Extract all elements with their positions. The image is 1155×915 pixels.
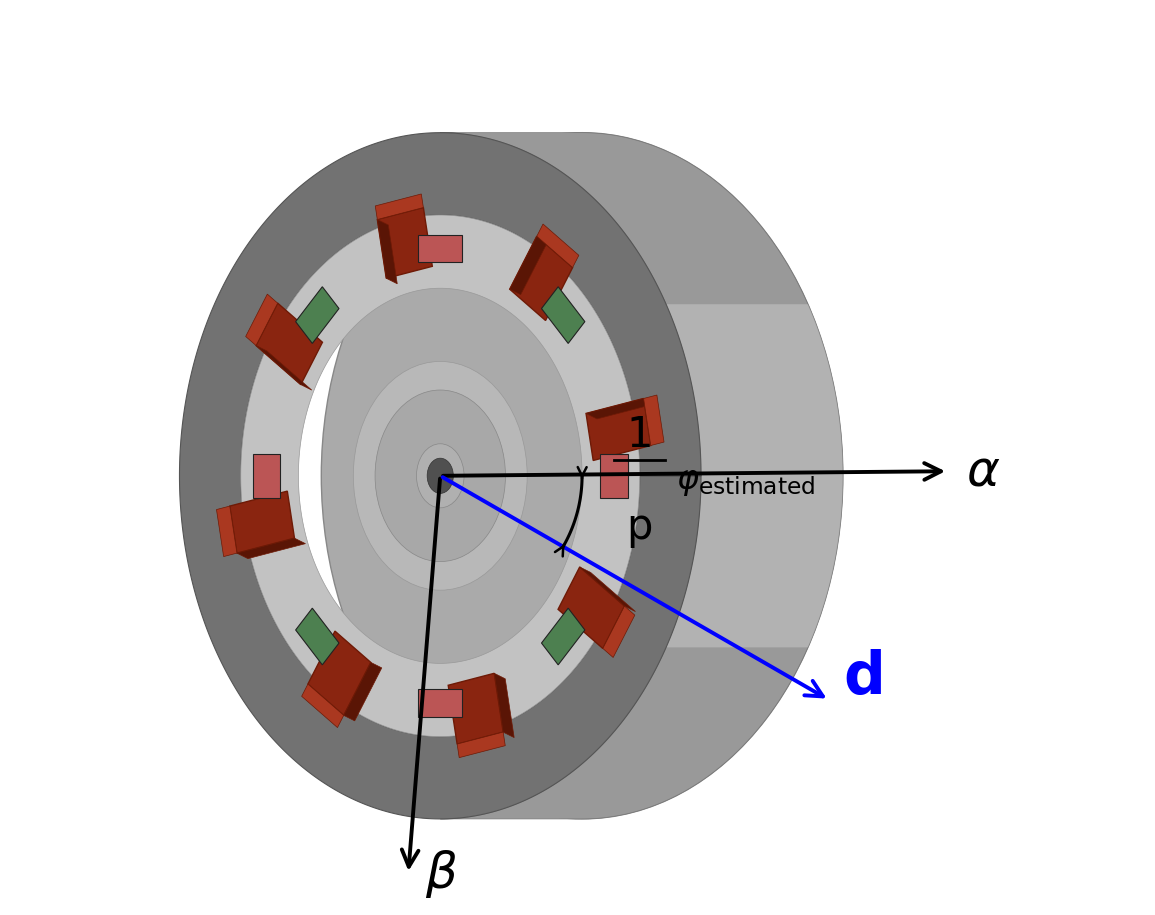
Polygon shape <box>256 303 322 384</box>
Polygon shape <box>256 346 312 390</box>
Polygon shape <box>457 732 505 758</box>
Polygon shape <box>308 631 371 716</box>
Polygon shape <box>301 684 344 727</box>
Ellipse shape <box>353 361 527 590</box>
Polygon shape <box>418 235 462 263</box>
Polygon shape <box>586 398 650 460</box>
Text: p: p <box>626 505 653 547</box>
Polygon shape <box>580 567 635 611</box>
Polygon shape <box>509 236 547 295</box>
Polygon shape <box>296 608 340 665</box>
Polygon shape <box>375 194 424 220</box>
Polygon shape <box>216 506 237 556</box>
Ellipse shape <box>321 133 843 819</box>
Polygon shape <box>344 662 382 721</box>
Text: $\mathbf{d}$: $\mathbf{d}$ <box>843 649 881 705</box>
Polygon shape <box>558 567 625 649</box>
Polygon shape <box>537 224 579 267</box>
Polygon shape <box>246 294 277 346</box>
Polygon shape <box>378 220 397 284</box>
Polygon shape <box>448 673 504 744</box>
Polygon shape <box>586 398 655 419</box>
Polygon shape <box>378 208 432 278</box>
Ellipse shape <box>375 390 506 562</box>
Text: $\alpha$: $\alpha$ <box>967 447 1000 495</box>
Text: $\beta$: $\beta$ <box>425 848 457 899</box>
Polygon shape <box>643 395 664 446</box>
Polygon shape <box>494 673 514 737</box>
Polygon shape <box>418 689 462 716</box>
Polygon shape <box>230 491 295 554</box>
Polygon shape <box>542 608 584 665</box>
Polygon shape <box>237 538 305 559</box>
Ellipse shape <box>427 458 453 493</box>
Polygon shape <box>296 286 340 343</box>
Polygon shape <box>509 236 573 320</box>
Polygon shape <box>603 606 635 658</box>
Polygon shape <box>253 454 281 498</box>
Polygon shape <box>240 215 640 737</box>
Polygon shape <box>542 286 584 343</box>
Text: 1: 1 <box>626 414 653 456</box>
Text: $\varphi_{\mathrm{estimated}}$: $\varphi_{\mathrm{estimated}}$ <box>676 465 815 498</box>
Polygon shape <box>440 133 843 819</box>
Ellipse shape <box>417 444 464 508</box>
Polygon shape <box>601 454 628 498</box>
Polygon shape <box>179 133 701 819</box>
Polygon shape <box>666 305 843 648</box>
